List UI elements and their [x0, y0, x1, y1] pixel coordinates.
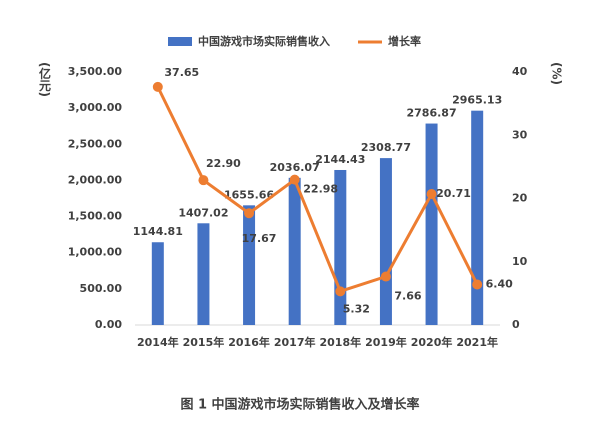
y-axis-label: (亿元) — [38, 62, 52, 97]
y2-axis-label: (%) — [550, 62, 564, 85]
line-marker — [335, 286, 346, 297]
y-tick-label: 0.00 — [95, 318, 122, 331]
bar-value-label: 1655.66 — [224, 188, 274, 201]
bar-value-label: 2308.77 — [361, 141, 411, 154]
line-marker — [244, 208, 255, 219]
y2-tick-label: 20 — [512, 192, 528, 205]
line — [156, 86, 479, 293]
y-tick-label: 3,500.00 — [68, 65, 123, 78]
y-tick-label: 500.00 — [80, 282, 123, 295]
line-marker — [152, 81, 163, 92]
line-value-label: 7.66 — [394, 290, 421, 303]
line-marker — [426, 189, 437, 200]
line-value-label: 5.32 — [343, 302, 370, 315]
bar — [425, 123, 438, 326]
line-value-label: 20.71 — [436, 187, 471, 200]
bar — [471, 110, 484, 326]
y2-tick-label: 40 — [512, 65, 528, 78]
caption: 图 1 中国游戏市场实际销售收入及增长率 — [180, 397, 419, 413]
bar — [151, 242, 164, 325]
y2-tick-label: 10 — [512, 255, 528, 268]
bar-value-label: 2036.07 — [270, 161, 320, 174]
bar — [243, 205, 256, 325]
legend-label: 中国游戏市场实际销售收入 — [198, 34, 330, 48]
line-marker — [289, 174, 300, 185]
x-tick-label: 2020年 — [411, 335, 453, 349]
y2-tick-label: 30 — [512, 128, 528, 141]
y-tick-label: 1,000.00 — [68, 246, 123, 259]
line-value-label: 22.90 — [206, 157, 241, 170]
y-tick-label: 2,500.00 — [68, 137, 123, 150]
line-value-label: 37.65 — [164, 66, 199, 79]
bar-value-label: 2965.13 — [452, 94, 502, 107]
x-tick-label: 2017年 — [274, 335, 316, 349]
line-marker — [198, 175, 209, 186]
line-marker — [380, 271, 391, 282]
line-value-label: 17.67 — [242, 232, 277, 245]
x-tick-label: 2016年 — [228, 335, 270, 349]
bar-value-label: 2786.87 — [407, 107, 457, 120]
y-tick-label: 3,000.00 — [68, 101, 123, 114]
bar — [197, 223, 210, 325]
x-tick-label: 2021年 — [456, 335, 498, 349]
line-marker — [472, 279, 483, 290]
y2-tick-label: 0 — [512, 318, 520, 331]
bar-value-label: 1407.02 — [178, 206, 228, 219]
bar — [288, 177, 301, 325]
legend-swatch — [168, 37, 192, 46]
bar-value-label: 1144.81 — [133, 225, 183, 238]
x-tick-label: 2019年 — [365, 335, 407, 349]
y-tick-label: 1,500.00 — [68, 210, 123, 223]
legend-label: 增长率 — [388, 34, 421, 48]
bar — [379, 158, 392, 325]
line-value-label: 6.40 — [486, 278, 513, 291]
line-value-label: 22.98 — [303, 183, 338, 196]
x-tick-label: 2015年 — [183, 335, 225, 349]
y-tick-label: 2,000.00 — [68, 173, 123, 186]
x-tick-label: 2014年 — [137, 335, 179, 349]
x-tick-label: 2018年 — [320, 335, 362, 349]
bar-value-label: 2144.43 — [315, 153, 365, 166]
